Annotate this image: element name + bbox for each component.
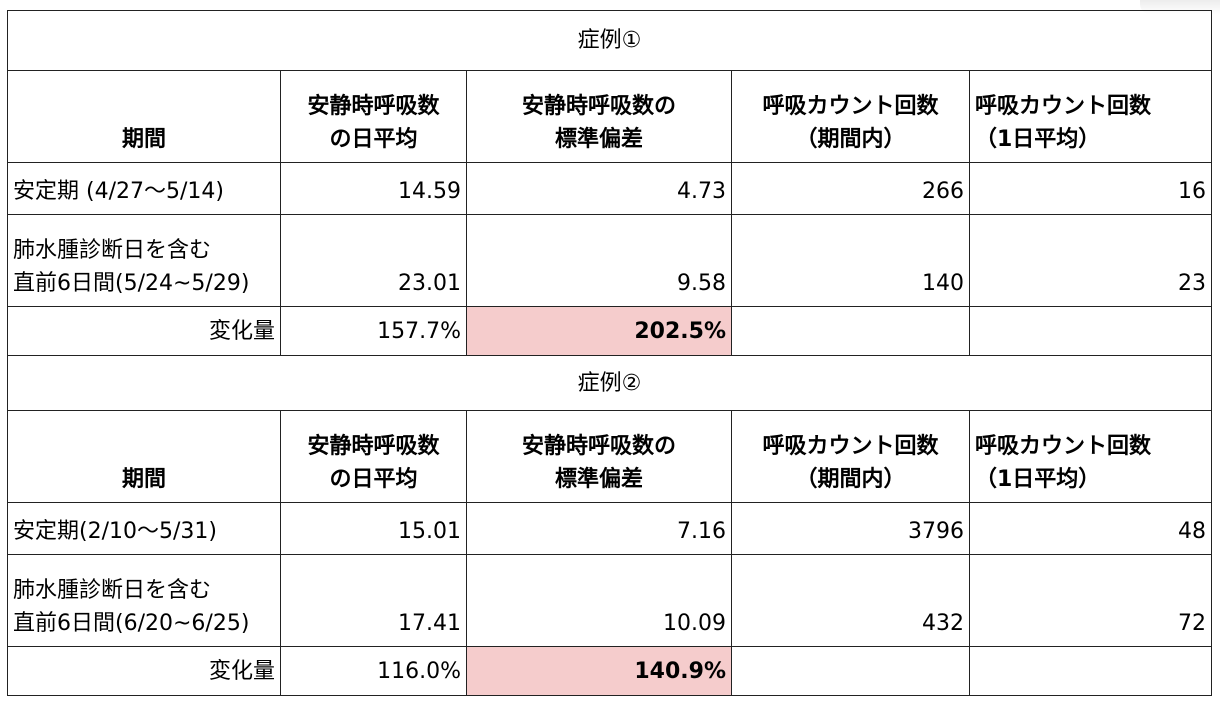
row-label-line: 肺水腫診断日を含む [13, 238, 212, 263]
header-line: （期間内） [795, 127, 906, 152]
header-count-daily: 呼吸カウント回数 （1日平均） [968, 410, 1213, 503]
cell-value: 15.01 [280, 502, 467, 555]
change-row: 変化量 157.7% 202.5% [7, 306, 1213, 356]
table-row: 肺水腫診断日を含む直前6日間(5/24~5/29) 23.01 9.58 140… [7, 214, 1213, 307]
header-count-period: 呼吸カウント回数 （期間内） [731, 410, 970, 503]
header-line: 安静時呼吸数の [521, 94, 676, 119]
cell-value: 23.01 [280, 214, 467, 307]
case-title: 症例② [6, 355, 1213, 411]
cell-value: 9.58 [466, 214, 732, 307]
header-rest-rate-avg: 安静時呼吸数 の日平均 [280, 70, 467, 163]
cell-value: 16 [968, 162, 1213, 215]
cell-value: 72 [968, 554, 1213, 647]
change-label: 変化量 [7, 646, 281, 696]
row-label: 肺水腫診断日を含む直前6日間(5/24~5/29) [7, 214, 281, 307]
table-row: 安定期 (4/27〜5/14) 14.59 4.73 266 16 [7, 162, 1213, 215]
cell-value: 432 [731, 554, 970, 647]
cell-value: 14.59 [280, 162, 467, 215]
header-line: 標準偏差 [554, 467, 643, 492]
header-rest-rate-avg: 安静時呼吸数 の日平均 [280, 410, 467, 503]
cell-value: 10.09 [466, 554, 732, 647]
row-label-line: 直前6日間(5/24~5/29) [13, 271, 250, 296]
header-line: の日平均 [329, 467, 418, 492]
header-line: 呼吸カウント回数 [762, 434, 939, 459]
empty-cell [968, 306, 1213, 356]
comparison-table: 症例① 期間 安静時呼吸数 の日平均 安静時呼吸数の 標準偏差 呼吸カウント回数 （期… [6, 10, 1213, 696]
header-rest-rate-sd: 安静時呼吸数の 標準偏差 [466, 410, 732, 503]
header-line: 安静時呼吸数 [307, 94, 440, 119]
header-line: 標準偏差 [554, 127, 643, 152]
table-row: 肺水腫診断日を含む直前6日間(6/20~6/25) 17.41 10.09 43… [7, 554, 1213, 647]
header-period: 期間 [7, 70, 281, 163]
cell-value: 7.16 [466, 502, 732, 555]
row-label-line: 直前6日間(6/20~6/25) [13, 611, 250, 636]
header-line: （1日平均） [975, 127, 1101, 152]
cell-value: 266 [731, 162, 970, 215]
cell-value: 48 [968, 502, 1213, 555]
row-label-line: 肺水腫診断日を含む [13, 578, 212, 603]
change-value-highlight: 202.5% [466, 306, 732, 356]
header-line: 呼吸カウント回数 [975, 94, 1152, 119]
cell-value: 23 [968, 214, 1213, 307]
table-row: 安定期(2/10〜5/31) 15.01 7.16 3796 48 [7, 502, 1213, 555]
row-label: 肺水腫診断日を含む直前6日間(6/20~6/25) [7, 554, 281, 647]
header-line: 呼吸カウント回数 [975, 434, 1152, 459]
cell-value: 4.73 [466, 162, 732, 215]
header-count-daily: 呼吸カウント回数 （1日平均） [968, 70, 1213, 163]
change-value: 157.7% [280, 306, 467, 356]
header-line: （1日平均） [975, 467, 1101, 492]
row-label: 安定期 (4/27〜5/14) [7, 162, 281, 215]
empty-cell [731, 646, 970, 696]
header-count-period: 呼吸カウント回数 （期間内） [731, 70, 970, 163]
cell-value: 17.41 [280, 554, 467, 647]
row-label: 安定期(2/10〜5/31) [7, 502, 281, 555]
header-period: 期間 [7, 410, 281, 503]
header-line: の日平均 [329, 127, 418, 152]
case-title: 症例① [6, 10, 1213, 71]
empty-cell [731, 306, 970, 356]
header-rest-rate-sd: 安静時呼吸数の 標準偏差 [466, 70, 732, 163]
header-line: 安静時呼吸数 [307, 434, 440, 459]
change-label: 変化量 [7, 306, 281, 356]
header-row: 期間 安静時呼吸数 の日平均 安静時呼吸数の 標準偏差 呼吸カウント回数 （期間内） … [7, 410, 1213, 503]
header-line: 安静時呼吸数の [521, 434, 676, 459]
change-value-highlight: 140.9% [466, 646, 732, 696]
header-row: 期間 安静時呼吸数 の日平均 安静時呼吸数の 標準偏差 呼吸カウント回数 （期間内） … [7, 70, 1213, 163]
change-row: 変化量 116.0% 140.9% [7, 646, 1213, 696]
change-value: 116.0% [280, 646, 467, 696]
empty-cell [968, 646, 1213, 696]
header-line: （期間内） [795, 467, 906, 492]
cell-value: 140 [731, 214, 970, 307]
header-line: 呼吸カウント回数 [762, 94, 939, 119]
cell-value: 3796 [731, 502, 970, 555]
